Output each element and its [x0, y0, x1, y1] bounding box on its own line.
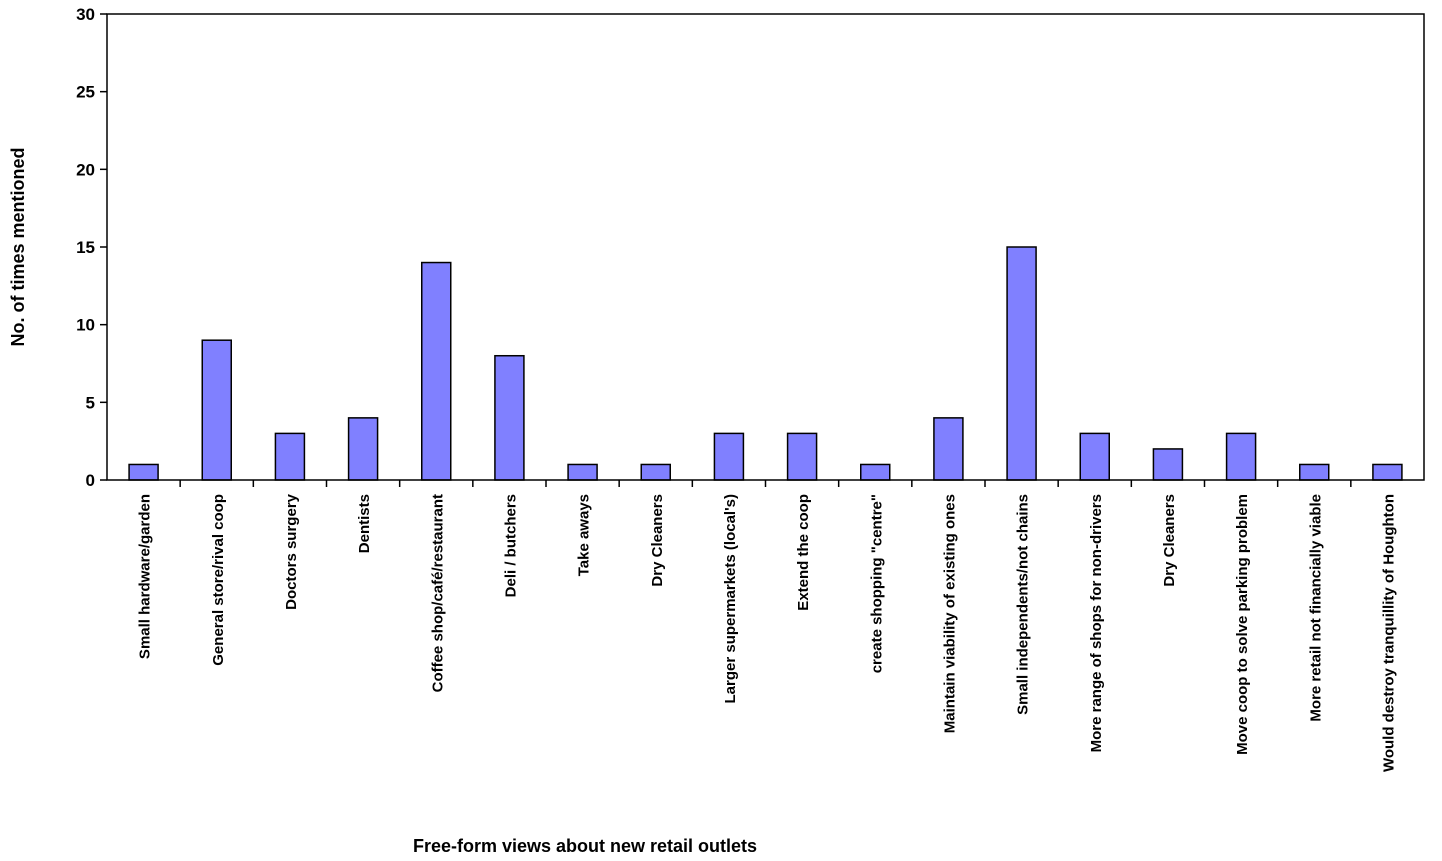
x-tick-label: Take aways: [576, 494, 593, 576]
bar: [1372, 463, 1403, 481]
bar: [567, 463, 598, 481]
bar: [786, 432, 818, 481]
x-tick-label: Move coop to solve parking problem: [1234, 494, 1251, 755]
x-tick-label: Doctors surgery: [283, 493, 300, 610]
x-tick-label: Small hardware/garden: [137, 494, 154, 659]
y-tick-label: 15: [76, 238, 95, 257]
bar: [1225, 432, 1257, 481]
bar: [860, 463, 891, 481]
y-axis-label: No. of times mentioned: [8, 147, 28, 346]
y-tick-label: 30: [76, 5, 95, 24]
x-tick-label: Dry Cleaners: [1161, 494, 1178, 587]
bar: [1299, 463, 1330, 481]
x-tick-label: Dry Cleaners: [649, 494, 666, 587]
bar: [933, 417, 964, 481]
x-tick-label: Larger supermarkets (local's): [722, 494, 739, 704]
x-tick-label: Maintain viability of existing ones: [941, 494, 958, 733]
x-axis-ticks: Small hardware/garden General store/rival…: [137, 480, 1397, 772]
bars-group: [128, 246, 1403, 481]
x-tick-label: Coffee shop/café/restaurant: [429, 494, 446, 692]
plot-area-frame: [106, 13, 1425, 481]
x-tick-label: Would destroy tranquillity of Houghton: [1380, 494, 1397, 772]
bar: [274, 432, 306, 481]
bar: [201, 339, 232, 481]
x-tick-label: create shopping "centre": [868, 494, 885, 673]
bar: [713, 432, 745, 481]
bar: [1152, 448, 1184, 481]
bar: [640, 463, 671, 481]
x-axis-label: Free-form views about new retail outlets: [413, 836, 757, 856]
bar: [1079, 432, 1110, 481]
bar: [1006, 246, 1037, 481]
y-tick-label: 10: [76, 316, 95, 335]
x-tick-label: Small independents/not chains: [1015, 494, 1032, 715]
x-tick-label: More range of shops for non-drivers: [1088, 494, 1105, 752]
x-tick-label: Deli / butchers: [502, 494, 519, 597]
bar: [128, 463, 159, 481]
y-tick-label: 25: [76, 83, 95, 102]
y-tick-label: 20: [76, 160, 95, 179]
x-tick-label: Extend the coop: [795, 494, 812, 611]
y-tick-label: 5: [86, 393, 95, 412]
y-tick-label: 0: [86, 471, 95, 490]
x-tick-label: More retail not financially viable: [1307, 494, 1324, 722]
bar: [347, 417, 379, 481]
bar: [494, 354, 525, 481]
x-tick-label: Dentists: [356, 494, 373, 553]
x-tick-label: General store/rival coop: [210, 494, 227, 666]
y-axis-ticks: 0 5 10 15 20 25 30: [76, 5, 107, 490]
bar: [421, 261, 452, 481]
